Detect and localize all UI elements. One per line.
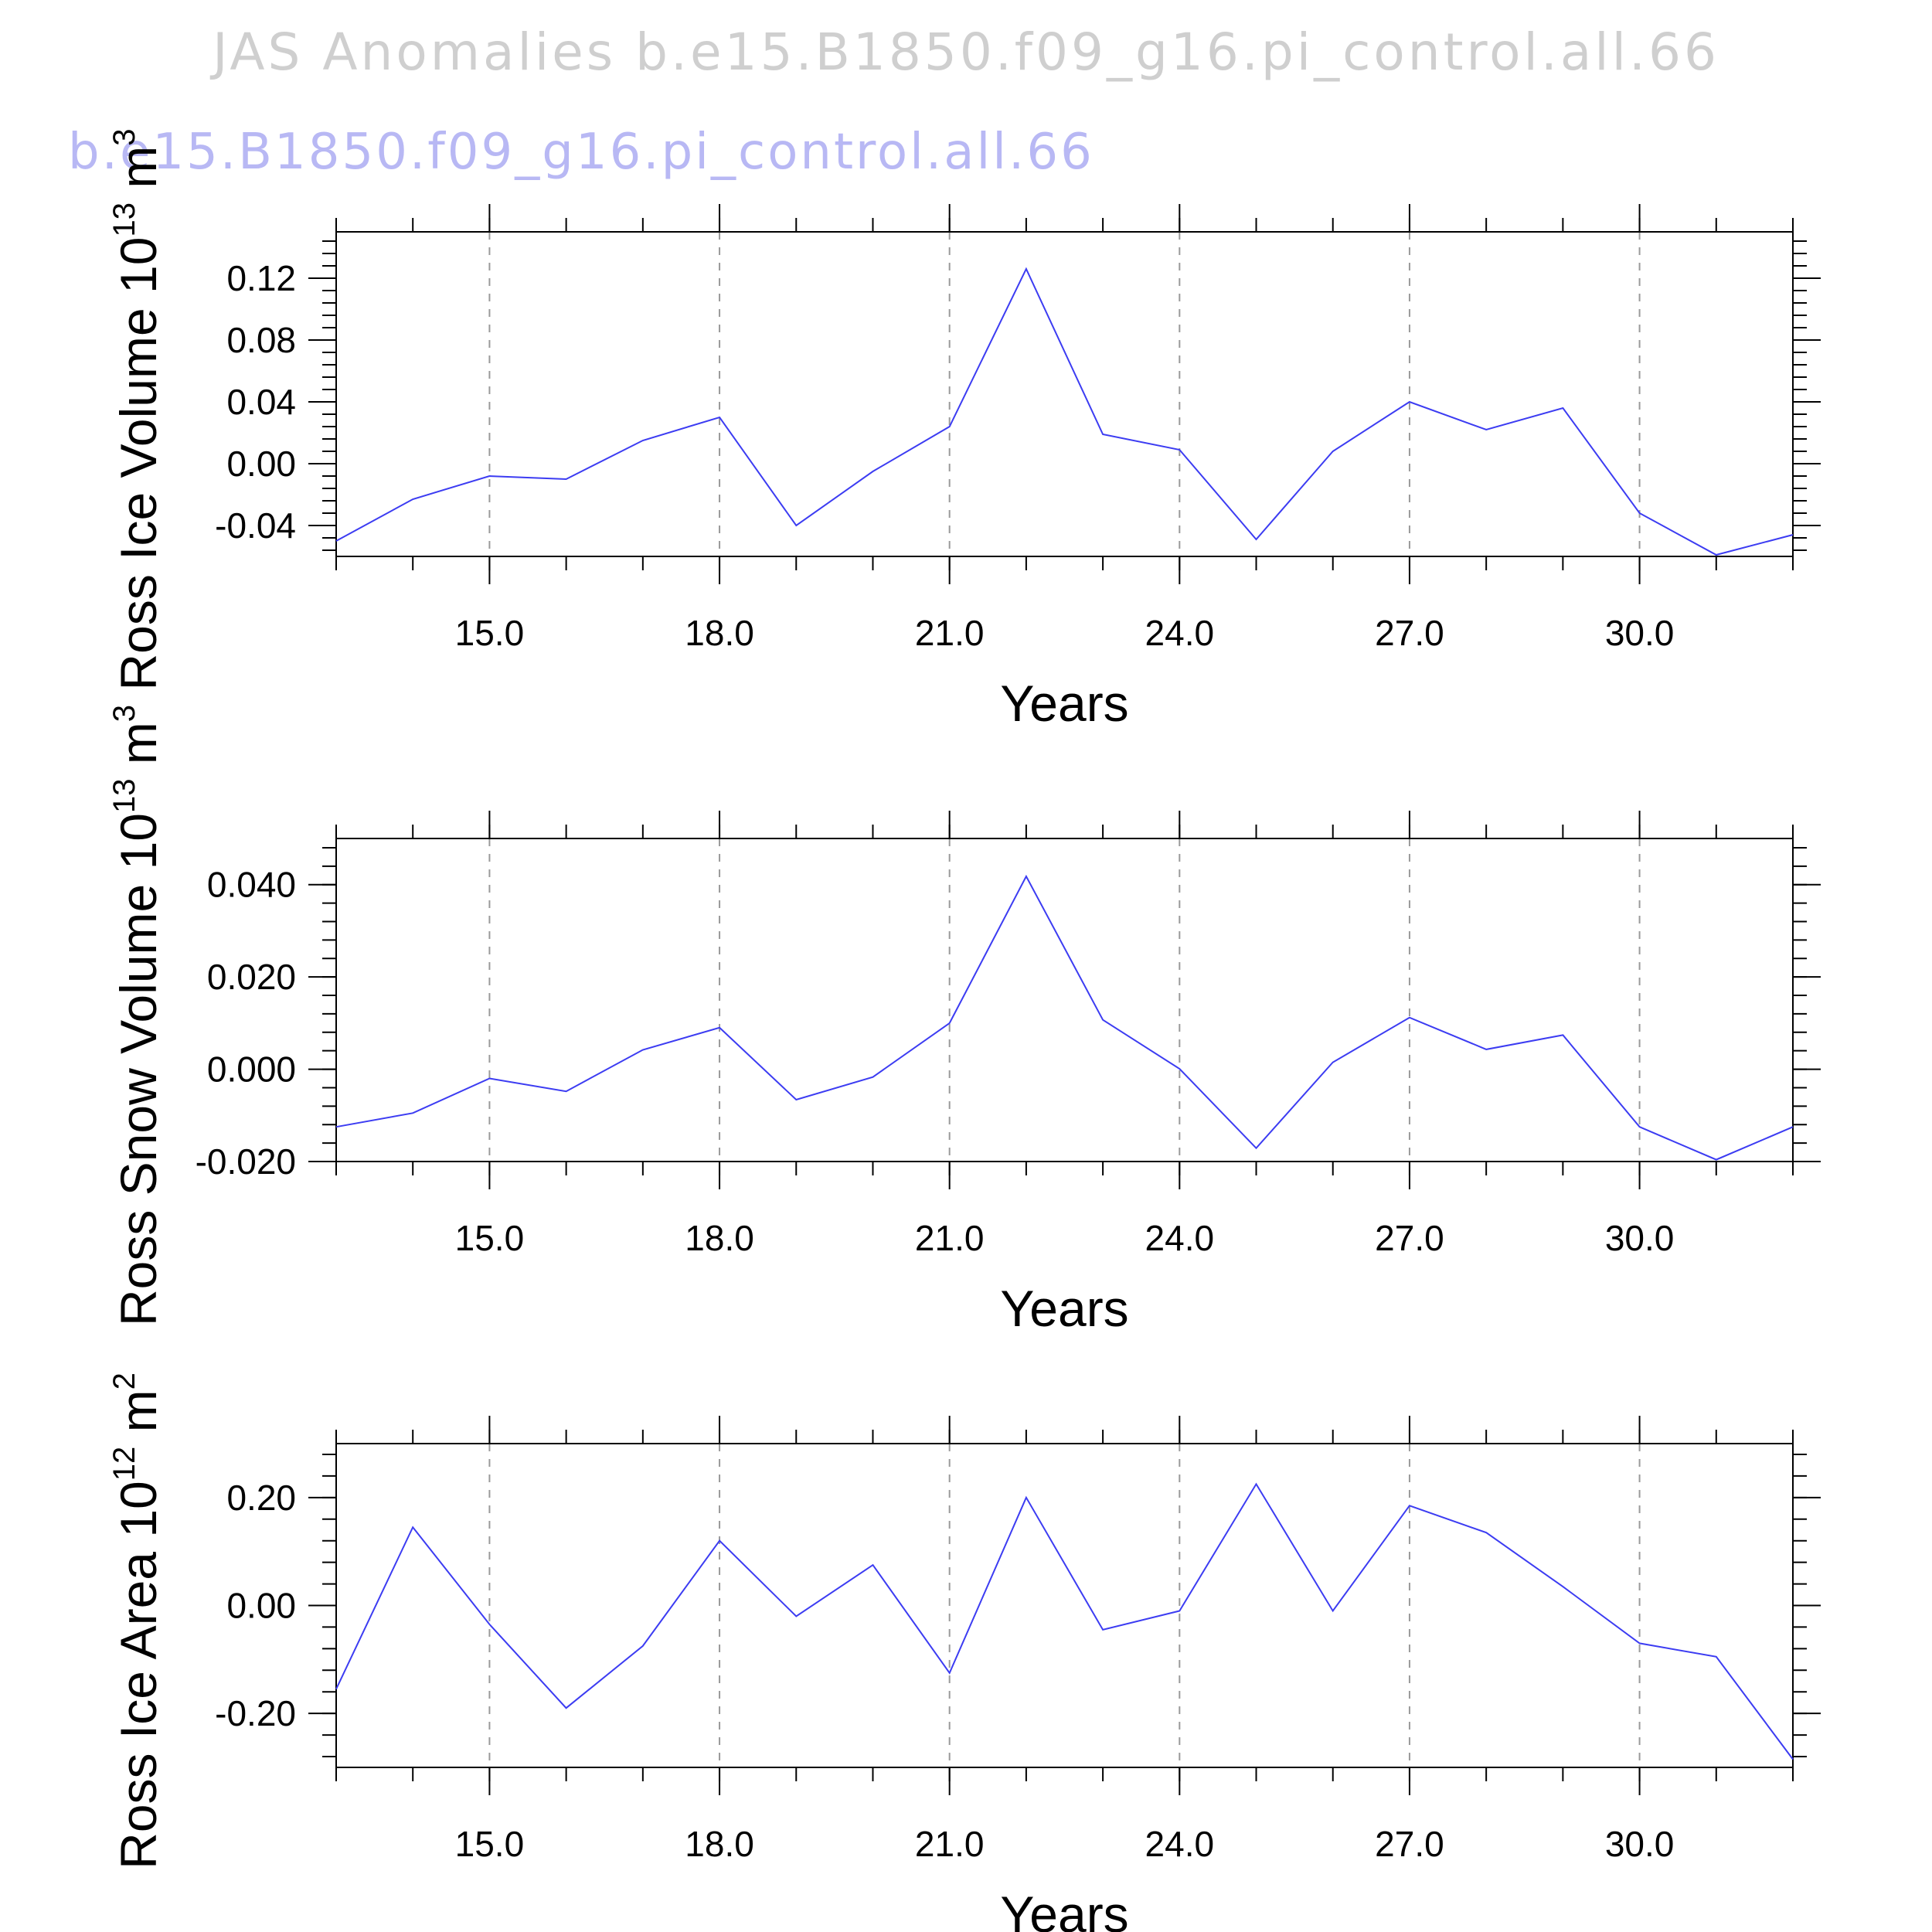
y-axis-title-part: m (110, 722, 167, 778)
y-axis-title-superscript: 13 (107, 202, 141, 237)
x-tick-label: 21.0 (915, 1824, 985, 1864)
x-tick-label: 21.0 (915, 1218, 985, 1258)
y-axis-title-part: m (110, 1389, 167, 1446)
y-axis-title-superscript: 12 (107, 1447, 141, 1481)
x-tick-label: 15.0 (455, 613, 525, 653)
x-tick-label: 21.0 (915, 613, 985, 653)
series-line (335, 267, 1794, 556)
y-tick-label: 0.00 (226, 1586, 296, 1626)
x-tick-label: 18.0 (685, 1824, 754, 1864)
y-tick-label: 0.00 (226, 444, 296, 484)
y-tick-label: 0.04 (226, 382, 296, 422)
chart-panel-3: -0.20 0.00 0.20 15.0 18.0 21.0 24.0 27.0 30.0 Yea… (107, 1372, 1821, 1932)
plot-frame (335, 231, 1794, 557)
x-tick-label: 24.0 (1145, 613, 1215, 653)
x-tick-label: 15.0 (455, 1824, 525, 1864)
x-tick-label: 30.0 (1605, 1218, 1675, 1258)
y-axis-title: Ross Ice Area 1012 m2 (107, 1372, 167, 1869)
x-tick-label: 24.0 (1145, 1824, 1215, 1864)
chart-panels: -0.04 0.00 0.04 0.08 0.12 15.0 18.0 21.0 24.0 27.… (107, 128, 1821, 1932)
x-tick-label: 24.0 (1145, 1218, 1215, 1258)
x-tick-label: 15.0 (455, 1218, 525, 1258)
y-axis-title: Ross Snow Volume 1013 m3 (107, 705, 167, 1326)
y-axis-title-part: m (110, 146, 167, 202)
y-axis-title-part: Ross Ice Volume 10 (110, 237, 167, 691)
y-axis-title-superscript: 13 (107, 779, 141, 814)
y-tick-label: -0.04 (215, 505, 296, 546)
plot-frame (335, 838, 1794, 1162)
y-tick-label: -0.020 (196, 1141, 296, 1182)
chart-panel-2: -0.020 0.000 0.020 0.040 15.0 18.0 21.0 24.0 27.… (107, 705, 1821, 1337)
y-axis-title: Ross Ice Volume 1013 m3 (107, 128, 167, 690)
x-tick-label: 18.0 (685, 1218, 754, 1258)
figure-title: JAS Anomalies b.e15.B1850.f09_g16.pi_con… (209, 22, 1719, 82)
y-axis-title-part: Ross Ice Area 10 (110, 1481, 167, 1869)
y-axis-title-superscript: 3 (107, 705, 141, 722)
plot-frame (335, 1443, 1794, 1768)
x-tick-label: 30.0 (1605, 1824, 1675, 1864)
x-tick-label: 27.0 (1375, 1824, 1444, 1864)
x-tick-label: 27.0 (1375, 1218, 1444, 1258)
y-tick-label: 0.08 (226, 320, 296, 360)
y-axis-title-superscript: 3 (107, 128, 141, 145)
x-tick-label: 18.0 (685, 613, 754, 653)
y-tick-label: 0.020 (207, 957, 296, 997)
series-line (335, 1482, 1794, 1760)
y-tick-label: 0.000 (207, 1049, 296, 1090)
x-axis-title: Years (1000, 1886, 1128, 1932)
y-axis-title-part: Ross Snow Volume 10 (110, 813, 167, 1326)
x-axis-title: Years (1000, 675, 1128, 732)
x-axis-title: Years (1000, 1280, 1128, 1337)
y-tick-label: 0.20 (226, 1478, 296, 1518)
x-tick-label: 27.0 (1375, 613, 1444, 653)
y-tick-label: 0.040 (207, 865, 296, 905)
series-line (335, 874, 1794, 1161)
x-tick-label: 30.0 (1605, 613, 1675, 653)
case-label: b.e15.B1850.f09_g16.pi_control.all.66 (68, 124, 1094, 181)
y-tick-label: -0.20 (215, 1693, 296, 1733)
chart-panel-1: -0.04 0.00 0.04 0.08 0.12 15.0 18.0 21.0 24.0 27.… (107, 128, 1821, 732)
y-tick-label: 0.12 (226, 258, 296, 298)
y-axis-title-superscript: 2 (107, 1372, 141, 1389)
